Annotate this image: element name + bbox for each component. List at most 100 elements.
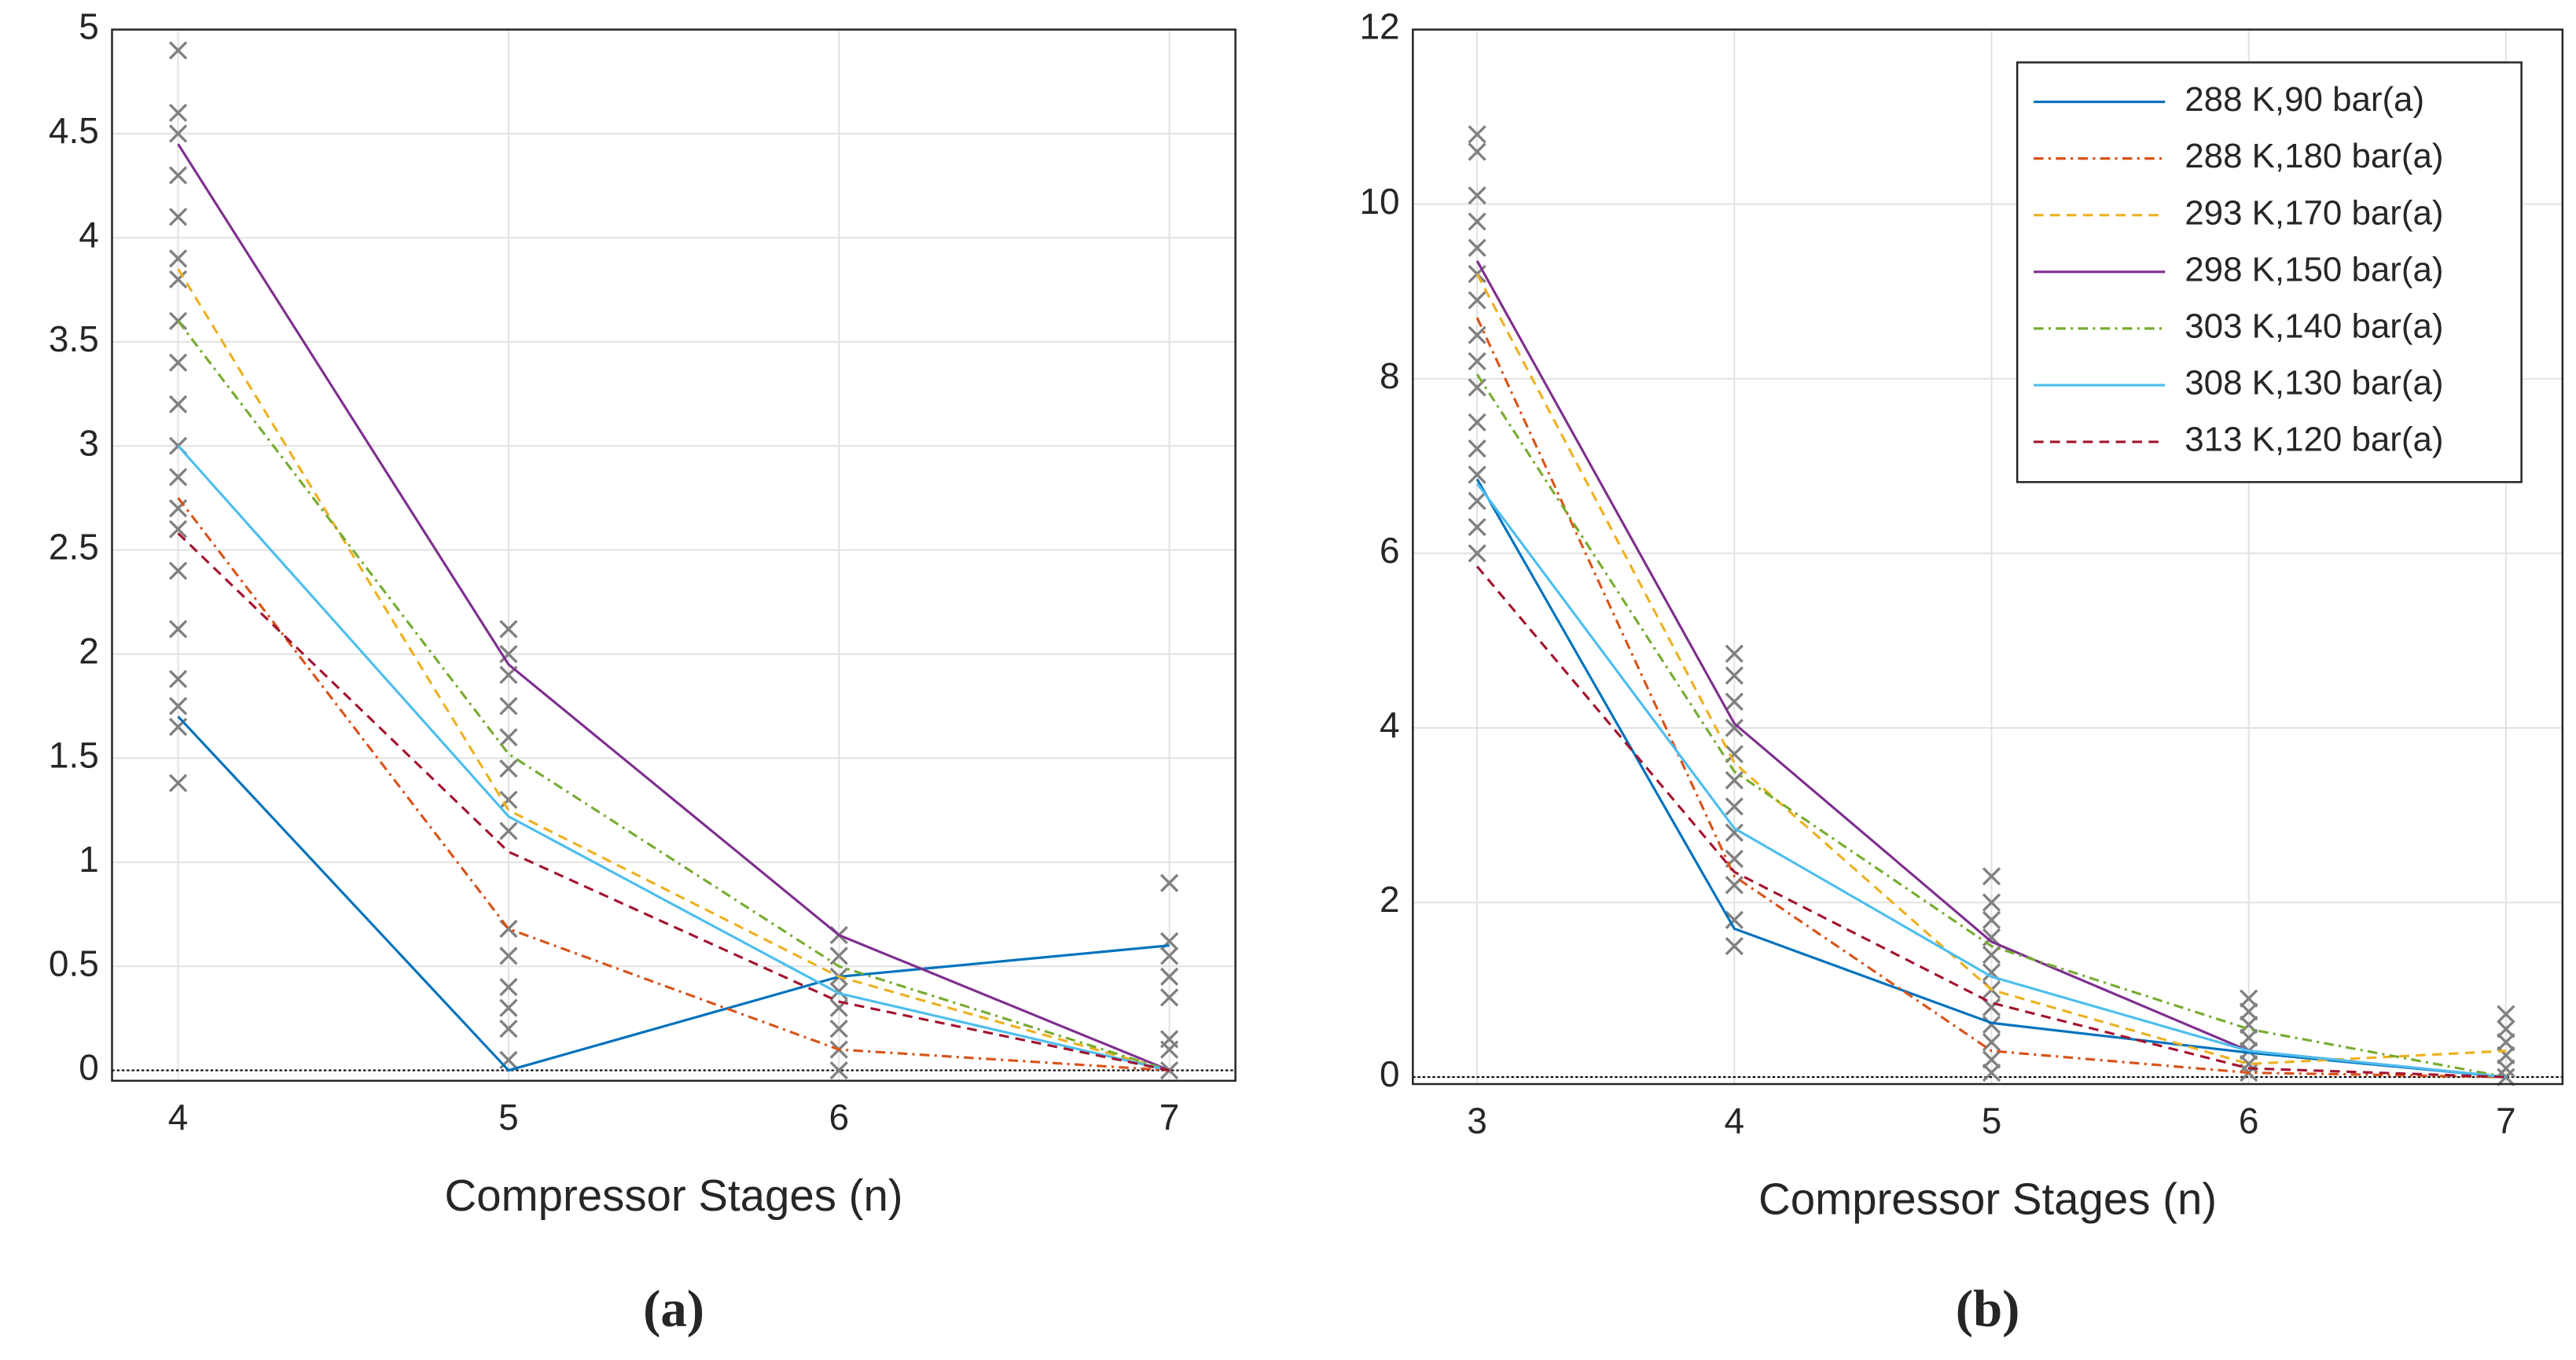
- y-tick-label: 8: [1380, 355, 1400, 396]
- cross-marker: [1468, 465, 1486, 484]
- cross-marker: [168, 166, 188, 185]
- series-line: [1475, 565, 2506, 1079]
- cross-marker: [1982, 910, 2001, 929]
- cross-marker: [1468, 186, 1486, 205]
- y-tick-label: 12: [1359, 6, 1399, 47]
- y-tick-label: 0: [1380, 1053, 1400, 1094]
- cross-marker: [499, 728, 518, 747]
- x-tick-label: 4: [1725, 1100, 1745, 1141]
- cross-marker: [829, 1060, 848, 1080]
- series-line: [177, 532, 1170, 1072]
- y-tick-label: 0: [79, 1047, 99, 1088]
- cross-marker: [1725, 910, 1744, 929]
- cross-marker: [499, 645, 518, 663]
- cross-marker: [1468, 291, 1486, 310]
- y-tick-label: 1.5: [49, 735, 99, 776]
- cross-marker: [168, 353, 188, 372]
- series-line: [177, 497, 1170, 1072]
- cross-marker: [1468, 413, 1486, 432]
- y-tick-label: 2: [79, 630, 99, 671]
- cross-marker: [499, 619, 518, 638]
- cross-marker: [2497, 1068, 2515, 1086]
- axes-box: [1412, 28, 2564, 1086]
- series-line: [177, 715, 1170, 1072]
- caption: (b): [1956, 1280, 2020, 1338]
- cross-marker: [1159, 967, 1179, 987]
- x-tick-label: 6: [829, 1097, 849, 1138]
- series-line: [1475, 317, 2506, 1079]
- cross-marker: [2240, 1002, 2258, 1021]
- series-line: [177, 320, 1170, 1072]
- cross-marker: [168, 520, 188, 538]
- cross-marker: [1982, 867, 2001, 886]
- y-tick-label: 0.5: [49, 943, 99, 983]
- cross-marker: [1159, 946, 1179, 965]
- x-tick-label: 6: [2239, 1100, 2259, 1141]
- y-tick-label: 10: [1359, 181, 1399, 222]
- y-tick-label: 4.5: [49, 110, 99, 151]
- cross-marker: [1982, 1015, 2001, 1035]
- cross-marker: [168, 561, 188, 580]
- cross-marker: [1468, 212, 1486, 231]
- cross-marker: [1468, 142, 1486, 161]
- cross-marker: [499, 697, 518, 715]
- cross-marker: [1725, 719, 1744, 737]
- series-line: [177, 143, 1170, 1072]
- x-axis-label: Compressor Stages (n): [1758, 1174, 2217, 1223]
- cross-marker: [1725, 644, 1744, 663]
- cross-marker: [168, 270, 188, 289]
- cross-marker: [1982, 1050, 2001, 1069]
- cross-marker: [168, 103, 188, 123]
- cross-marker: [168, 41, 188, 60]
- x-tick-label: 7: [1159, 1097, 1180, 1138]
- cross-marker: [168, 774, 188, 792]
- cross-marker: [499, 946, 518, 965]
- cross-marker: [499, 822, 518, 840]
- cross-marker: [1982, 998, 2001, 1016]
- x-tick-label: 5: [1982, 1100, 2002, 1141]
- cross-marker: [1982, 946, 2001, 965]
- cross-marker: [2497, 1059, 2515, 1078]
- cross-marker: [1159, 873, 1179, 892]
- cross-marker: [2497, 1046, 2515, 1064]
- cross-marker: [1725, 692, 1744, 711]
- legend-label: 303 K,140 bar(a): [2185, 307, 2443, 345]
- cross-marker: [1982, 1063, 2001, 1082]
- cross-marker: [499, 790, 518, 809]
- legend-label: 288 K,90 bar(a): [2185, 80, 2424, 119]
- cross-marker: [1468, 238, 1486, 257]
- cross-marker: [2240, 989, 2258, 1008]
- y-tick-label: 1: [79, 839, 99, 880]
- cross-marker: [168, 468, 188, 487]
- x-tick-label: 7: [2496, 1100, 2516, 1141]
- y-tick-label: 4: [79, 215, 99, 255]
- cross-marker: [2497, 1005, 2515, 1024]
- cross-marker: [2240, 1028, 2258, 1047]
- series-line: [177, 445, 1170, 1072]
- cross-marker: [1725, 797, 1744, 816]
- cross-marker: [1982, 893, 2001, 912]
- cross-marker: [499, 998, 518, 1017]
- axes-box: [111, 28, 1237, 1082]
- cross-marker: [168, 619, 188, 638]
- legend-label: 293 K,170 bar(a): [2185, 193, 2443, 232]
- cross-marker: [1725, 744, 1744, 763]
- cross-marker: [829, 946, 848, 965]
- cross-marker: [1468, 517, 1486, 537]
- cross-marker: [168, 249, 188, 268]
- y-tick-label: 4: [1380, 704, 1400, 745]
- cross-marker: [499, 978, 518, 997]
- cross-marker: [1159, 1040, 1179, 1059]
- caption: (a): [643, 1280, 704, 1338]
- cross-marker: [829, 982, 848, 1001]
- cross-marker: [1468, 491, 1486, 510]
- cross-marker: [1725, 823, 1744, 842]
- cross-marker: [168, 395, 188, 414]
- series-line: [177, 268, 1170, 1072]
- y-tick-label: 3.5: [49, 318, 99, 359]
- cross-marker: [1725, 770, 1744, 790]
- cross-marker: [499, 759, 518, 778]
- series-line: [1475, 483, 2507, 1079]
- x-tick-label: 5: [498, 1097, 519, 1138]
